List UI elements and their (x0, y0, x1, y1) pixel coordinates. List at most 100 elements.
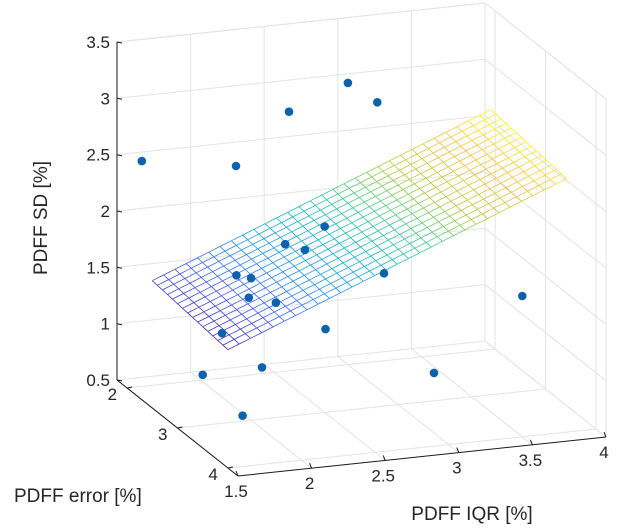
surface-mesh-line (204, 296, 211, 302)
surface-mesh-line (356, 221, 369, 228)
surface-mesh-line (450, 200, 457, 207)
surface-mesh-line (219, 240, 232, 247)
surface-mesh-line (436, 166, 449, 173)
surface-mesh-line (415, 168, 421, 174)
x-tick-label: 1.5 (224, 482, 248, 501)
surface-mesh-line (304, 275, 310, 281)
surface-mesh-line (404, 232, 417, 240)
surface-mesh-line (423, 207, 429, 213)
surface-mesh-line (483, 192, 496, 200)
surface-mesh-line (331, 204, 337, 210)
surface-mesh-line (208, 310, 221, 317)
surface-mesh-line (190, 267, 197, 274)
surface-mesh-line (433, 146, 445, 154)
surface-mesh-line (349, 252, 355, 258)
surface-mesh-line (329, 233, 335, 240)
surface-mesh-line (438, 157, 444, 163)
surface-mesh-line (345, 232, 351, 238)
surface-mesh-line (364, 196, 376, 203)
surface-mesh-line (198, 306, 205, 313)
surface-mesh-line (352, 201, 365, 209)
surface-mesh-line (326, 257, 339, 265)
surface-mesh-line (207, 266, 213, 272)
surface-mesh-line (343, 177, 356, 185)
surface-mesh-line (238, 279, 245, 285)
surface-mesh-line (199, 292, 206, 298)
surface-mesh-line (305, 254, 317, 261)
surface-mesh-line (366, 230, 379, 237)
surface-mesh-line (303, 210, 310, 217)
surface-mesh-line (326, 199, 332, 205)
surface-mesh-line (375, 190, 388, 197)
surface-mesh-line (184, 272, 197, 279)
surface-mesh-line (252, 238, 265, 245)
surface-mesh-line (440, 191, 447, 197)
surface-mesh-line (494, 128, 500, 134)
data-point (300, 245, 310, 255)
surface-mesh-line (359, 191, 371, 198)
surface-mesh-line (450, 130, 463, 138)
surface-mesh-line (549, 179, 556, 185)
surface-mesh-line (504, 196, 517, 203)
surface-mesh-line (226, 300, 232, 306)
surface-mesh-line (340, 228, 346, 234)
surface-mesh-line (325, 272, 338, 280)
surface-mesh-line (470, 155, 477, 161)
surface-mesh-line (267, 316, 280, 323)
surface-mesh-line (456, 126, 463, 132)
surface-mesh-line (381, 244, 394, 251)
surface-mesh-line (217, 340, 224, 346)
surface-mesh-line (227, 279, 240, 286)
surface-mesh-line (232, 289, 239, 295)
surface-mesh-line (272, 256, 285, 264)
surface-mesh-line (390, 204, 403, 211)
surface-mesh-line (498, 206, 511, 214)
surface-mesh-line (364, 266, 370, 272)
surface-mesh-line (485, 163, 498, 170)
x-tick-label: 2 (305, 474, 314, 493)
surface-mesh-line (479, 109, 492, 116)
surface-mesh-line (408, 188, 420, 195)
data-point (246, 273, 256, 283)
surface-mesh-line (400, 149, 413, 156)
surface-mesh-line (174, 269, 181, 275)
surface-mesh-line (455, 135, 468, 142)
surface-mesh-line (191, 262, 203, 269)
surface-mesh-line (371, 240, 378, 247)
surface-mesh-line (330, 219, 336, 225)
surface-mesh-line (360, 240, 373, 248)
surface-mesh-line (519, 151, 526, 157)
surface-mesh-line (504, 132, 517, 139)
surface-mesh-line (337, 252, 350, 259)
surface-mesh-line (262, 247, 275, 254)
surface-mesh-line (263, 232, 276, 239)
surface-mesh-line (242, 299, 249, 305)
surface-mesh-line (388, 234, 400, 241)
surface-mesh-line (397, 184, 404, 190)
surface-mesh-line (405, 217, 418, 225)
surface-mesh-line (485, 168, 492, 175)
grid-line-floor-y (177, 388, 546, 429)
surface-mesh-line (481, 149, 488, 155)
surface-mesh-line (455, 205, 462, 211)
surface-mesh-line (498, 142, 510, 149)
surface-mesh-line (218, 261, 225, 267)
grid-line-back-z (116, 340, 486, 381)
surface-mesh-line (543, 183, 556, 191)
surface-mesh-line (430, 182, 437, 188)
surface-mesh-line (322, 244, 329, 250)
surface-mesh-line (223, 259, 236, 267)
surface-mesh-line (477, 209, 483, 215)
surface-mesh-line (420, 237, 427, 243)
surface-mesh-line (236, 303, 248, 310)
surface-mesh-line (283, 250, 296, 258)
surface-mesh-line (375, 254, 388, 262)
surface-mesh-line (460, 204, 473, 211)
data-point (271, 298, 281, 308)
surface-mesh-line (262, 253, 269, 259)
surface-mesh-line (212, 271, 218, 277)
surface-mesh-line (292, 275, 305, 282)
surface-mesh-line (187, 306, 200, 314)
surface-mesh-line (361, 225, 374, 233)
